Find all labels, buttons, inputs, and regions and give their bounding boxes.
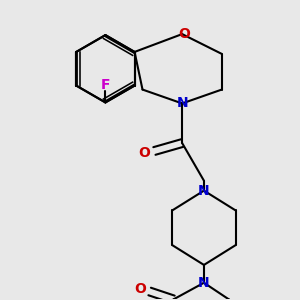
Text: O: O	[134, 283, 146, 296]
Text: O: O	[139, 146, 150, 160]
Text: N: N	[198, 184, 210, 198]
Text: O: O	[178, 27, 190, 41]
Text: F: F	[101, 78, 110, 92]
Text: N: N	[198, 276, 210, 290]
Text: N: N	[176, 96, 188, 110]
